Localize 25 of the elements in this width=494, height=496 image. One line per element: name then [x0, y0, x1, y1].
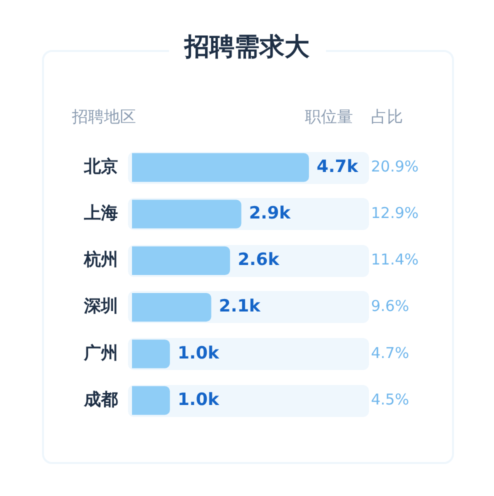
data-label: 2.6k	[238, 250, 280, 270]
bar	[132, 386, 170, 415]
text: 4.7%	[371, 344, 410, 362]
y-tick-label: 成都	[83, 390, 118, 410]
y-tick-label: 广州	[83, 343, 118, 364]
data-label: 4.7k	[316, 156, 359, 177]
y-tick-label: 杭州	[83, 250, 118, 270]
x-axis-title: 职位量	[305, 107, 353, 128]
data-label: 1.0k	[178, 390, 220, 410]
text: 12.9%	[371, 204, 419, 222]
text: 4.5%	[371, 390, 410, 408]
chart-title: 招聘需求大	[168, 32, 326, 61]
y-tick-label: 上海	[83, 204, 118, 224]
y-tick-label: 北京	[83, 156, 118, 177]
data-label: 2.1k	[218, 296, 262, 317]
bar	[132, 340, 170, 368]
data-label: 1.0k	[178, 343, 220, 364]
data-label: 2.9k	[248, 204, 292, 224]
text: 20.9%	[371, 157, 419, 176]
y-axis-title: 招聘地区	[72, 107, 136, 128]
bar	[132, 292, 212, 322]
y-tick-label: 深圳	[83, 296, 118, 317]
text: 占比	[371, 107, 403, 128]
text: 9.6%	[371, 297, 410, 316]
text: 11.4%	[371, 250, 419, 269]
